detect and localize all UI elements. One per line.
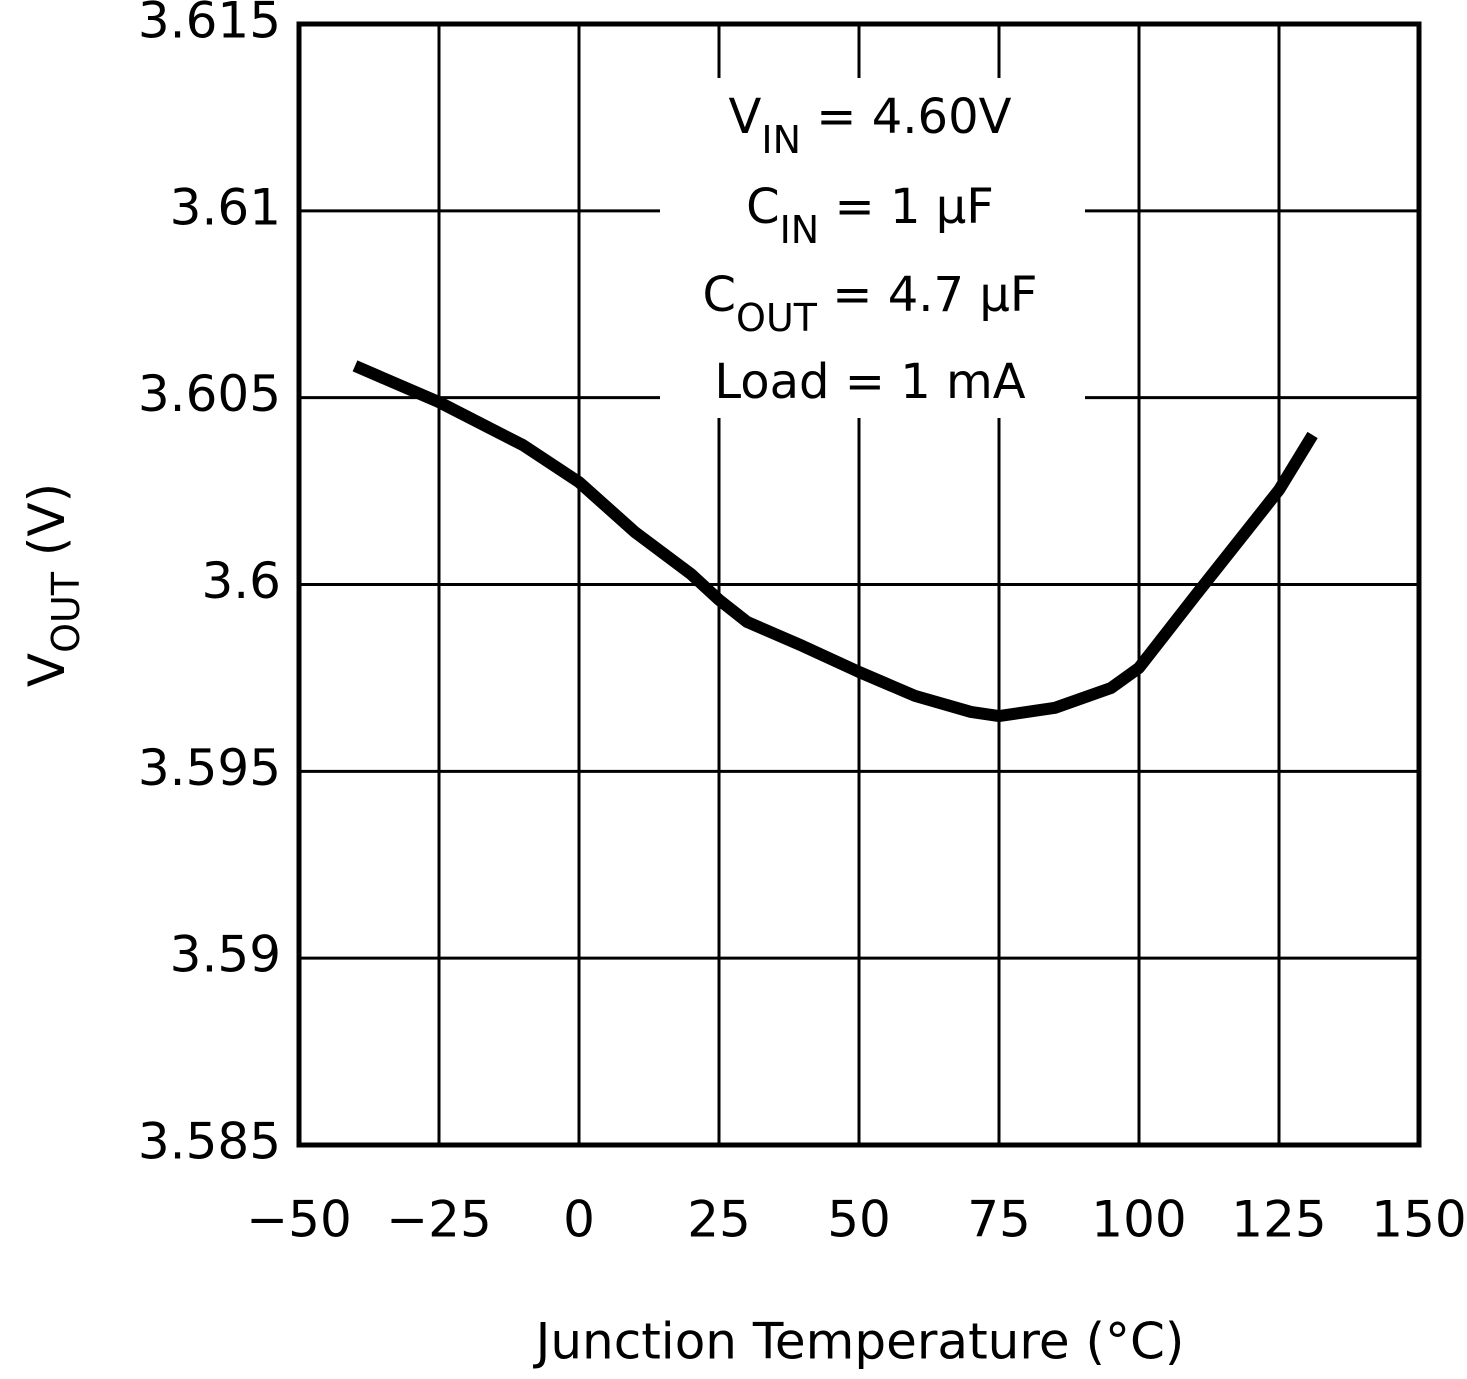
annotation-background	[660, 78, 1085, 418]
x-tick-label: 0	[563, 1191, 595, 1249]
annotation: VIN = 4.60V	[729, 89, 1012, 162]
annotation-rest: = 1 μF	[819, 179, 994, 235]
annotation-main: C	[746, 179, 780, 235]
annotation: Load = 1 mA	[714, 354, 1025, 410]
x-tick-label: 25	[687, 1191, 751, 1249]
y-tick-label: 3.61	[170, 178, 281, 236]
y-label-rest: (V)	[18, 483, 76, 572]
y-tick-label: 3.605	[138, 365, 281, 423]
annotation: CIN = 1 μF	[746, 179, 994, 252]
x-tick-label: 125	[1231, 1191, 1326, 1249]
y-label-main: V	[18, 653, 76, 687]
y-tick-label: 3.615	[138, 0, 281, 50]
annotation-main: Load = 1 mA	[714, 354, 1025, 410]
x-tick-label: −50	[246, 1191, 352, 1249]
x-tick-label: 75	[967, 1191, 1031, 1249]
annotation-sub: OUT	[736, 296, 818, 340]
annotation: COUT = 4.7 μF	[703, 267, 1038, 340]
annotation-sub: IN	[761, 118, 801, 162]
annotation-main: C	[703, 267, 737, 323]
x-tick-label: 150	[1371, 1191, 1466, 1249]
annotation-rest: = 4.7 μF	[817, 267, 1037, 323]
x-tick-label: 100	[1091, 1191, 1186, 1249]
plot-frame	[296, 21, 1422, 1148]
y-tick-label: 3.595	[138, 739, 281, 797]
x-axis-label: Junction Temperature (°C)	[533, 1313, 1185, 1371]
x-tick-label: −25	[386, 1191, 492, 1249]
y-axis-label: VOUT (V)	[18, 483, 88, 687]
annotation-main: V	[729, 89, 762, 145]
y-label-sub: OUT	[44, 571, 88, 653]
y-tick-label: 3.585	[138, 1113, 281, 1171]
annotation-sub: IN	[780, 208, 820, 252]
y-tick-label: 3.6	[201, 552, 281, 610]
annotation-rest: = 4.60V	[801, 89, 1012, 145]
y-tick-label: 3.59	[170, 926, 281, 984]
data-line	[352, 360, 1318, 723]
x-tick-label: 50	[827, 1191, 891, 1249]
